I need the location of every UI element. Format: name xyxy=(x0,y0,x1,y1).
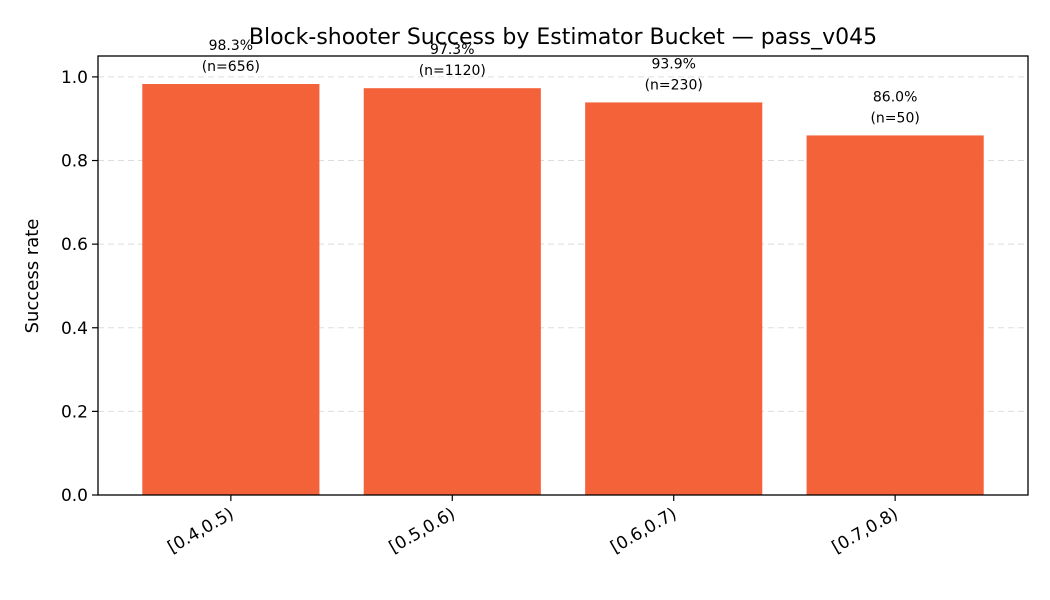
y-tick-label: 0.8 xyxy=(61,152,88,172)
data-labels: 98.3% (n=656) 97.3% (n=1120) 93.9% (n=230) 86.… xyxy=(202,38,920,126)
x-tick-label: [0.5,0.6) xyxy=(386,504,459,558)
x-tick-label: [0.6,0.7) xyxy=(607,504,680,558)
bar-value-label: 86.0% xyxy=(873,89,917,105)
x-tick-label: [0.7,0.8) xyxy=(829,504,902,558)
bar-count-label: (n=656) xyxy=(202,59,260,75)
y-axis-label: Success rate xyxy=(22,219,43,334)
x-axis-ticks: [0.4,0.5) [0.5,0.6) [0.6,0.7) [0.7,0.8) xyxy=(164,495,902,558)
bar-value-label: 93.9% xyxy=(651,56,695,72)
bar-value-label: 97.3% xyxy=(430,42,474,58)
plot-frame xyxy=(97,55,1029,496)
bar xyxy=(363,88,541,496)
y-tick-label: 0.2 xyxy=(61,402,88,422)
bars xyxy=(142,84,984,496)
bar-count-label: (n=1120) xyxy=(419,63,486,79)
bar-value-label: 98.3% xyxy=(209,38,253,54)
bar-count-label: (n=230) xyxy=(645,77,703,93)
y-tick-label: 0.6 xyxy=(61,235,88,255)
bar xyxy=(585,102,763,495)
bar-count-label: (n=50) xyxy=(870,110,919,126)
y-tick-label: 0.4 xyxy=(61,319,88,339)
chart-title: Block-shooter Success by Estimator Bucke… xyxy=(249,25,877,50)
x-tick-label: [0.4,0.5) xyxy=(164,504,237,558)
y-axis-ticks: 0.0 0.2 0.4 0.6 0.8 1.0 xyxy=(61,68,98,506)
bar xyxy=(142,84,320,495)
y-tick-label: 0.0 xyxy=(61,486,88,506)
bar xyxy=(806,135,984,495)
y-tick-label: 1.0 xyxy=(61,68,88,88)
